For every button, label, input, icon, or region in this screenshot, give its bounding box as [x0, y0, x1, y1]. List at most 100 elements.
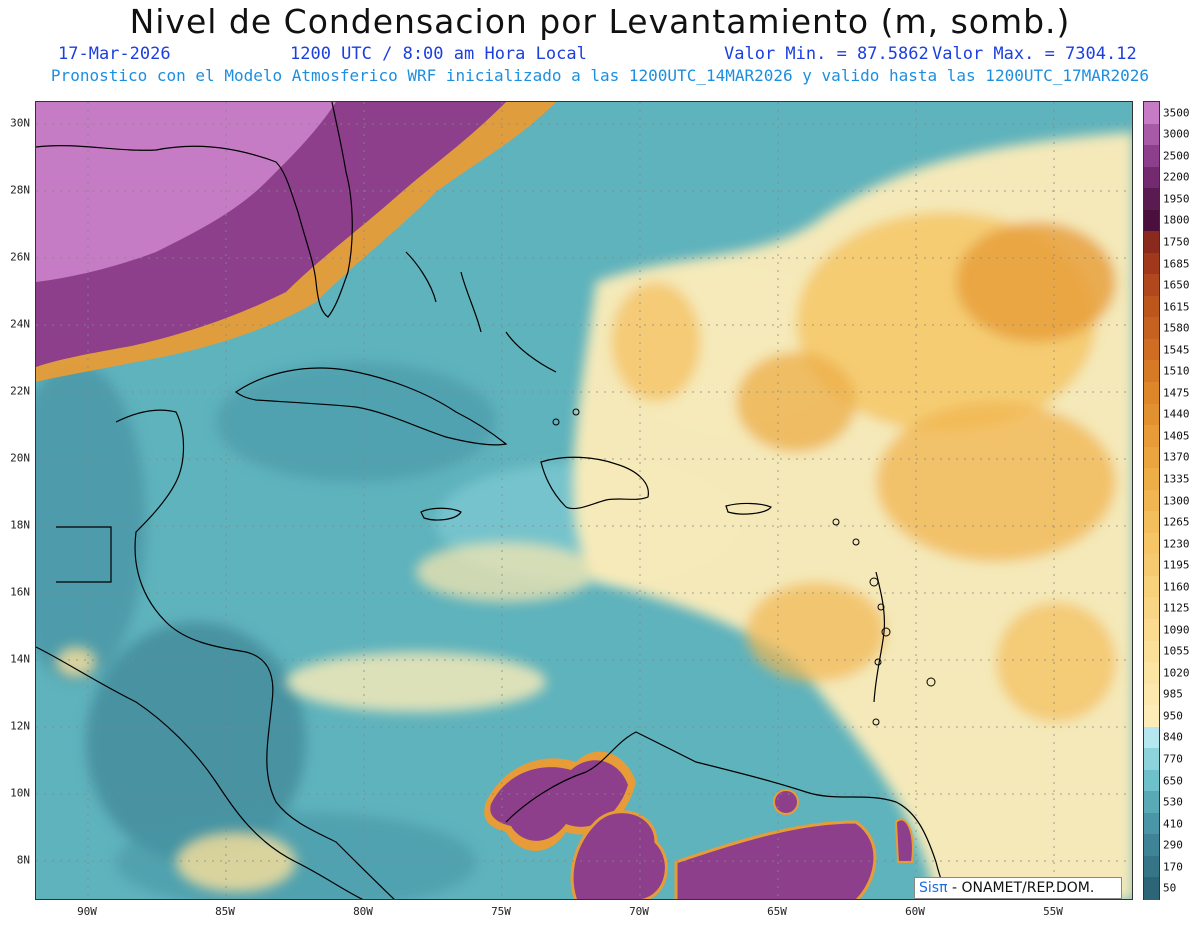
color-scale-swatch — [1144, 209, 1159, 232]
lon-label: 65W — [767, 905, 787, 918]
color-scale-label: 950 — [1163, 709, 1183, 723]
color-scale-swatch — [1144, 360, 1159, 383]
color-scale-label: 985 — [1163, 687, 1183, 701]
color-scale-swatch — [1144, 683, 1159, 706]
color-scale-label: 410 — [1163, 817, 1183, 831]
lat-label: 12N — [10, 719, 30, 733]
color-scale-swatch — [1144, 295, 1159, 318]
color-scale-label: 3500 — [1163, 106, 1190, 120]
color-scale-label: 1160 — [1163, 580, 1190, 594]
color-scale-swatch — [1144, 855, 1159, 879]
color-scale-swatch — [1144, 748, 1159, 771]
south-america-high-lcl — [484, 751, 914, 899]
color-scale-label: 1650 — [1163, 278, 1190, 292]
color-scale-label: 3000 — [1163, 127, 1190, 141]
high-lcl-zones — [56, 132, 1132, 899]
color-scale-label: 840 — [1163, 730, 1183, 744]
color-scale-label: 1230 — [1163, 537, 1190, 551]
color-scale-label: 1615 — [1163, 300, 1190, 314]
color-scale-label: 290 — [1163, 838, 1183, 852]
color-scale-label: 2500 — [1163, 149, 1190, 163]
color-scale-swatch — [1144, 274, 1159, 297]
color-scale-swatch — [1144, 597, 1159, 620]
color-scale-label: 1405 — [1163, 429, 1190, 443]
color-scale — [1143, 101, 1160, 900]
color-scale-swatch — [1144, 123, 1159, 146]
lon-label: 60W — [905, 905, 925, 918]
lon-label: 90W — [77, 905, 97, 918]
color-scale-label: 1195 — [1163, 558, 1190, 572]
color-scale-swatch — [1144, 640, 1159, 663]
lon-label: 85W — [215, 905, 235, 918]
color-scale-swatch — [1144, 705, 1159, 728]
color-scale-label: 1440 — [1163, 407, 1190, 421]
color-scale-swatch — [1144, 317, 1159, 340]
map-panel[interactable] — [35, 101, 1133, 900]
islands — [552, 408, 936, 726]
max-value: Valor Max. = 7304.12 — [932, 44, 1137, 64]
lat-label: 16N — [10, 585, 30, 599]
color-scale-label: 170 — [1163, 860, 1183, 874]
color-scale-label: 1055 — [1163, 644, 1190, 658]
color-scale-swatch — [1144, 791, 1159, 814]
credit-brand: Sisπ — [919, 880, 948, 896]
color-scale-label: 1125 — [1163, 601, 1190, 615]
lat-label: 24N — [10, 317, 30, 331]
color-scale-label: 1685 — [1163, 257, 1190, 271]
lon-label: 75W — [491, 905, 511, 918]
light-purple-region — [36, 102, 336, 282]
color-scale-label: 1545 — [1163, 343, 1190, 357]
color-scale-swatch — [1144, 425, 1159, 448]
map-title: Nivel de Condensacion por Levantamiento … — [129, 2, 1071, 41]
color-scale-label: 1020 — [1163, 666, 1190, 680]
lon-label: 55W — [1043, 905, 1063, 918]
color-scale-swatch — [1144, 769, 1159, 792]
color-scale-swatch — [1144, 145, 1159, 168]
lat-label: 22N — [10, 384, 30, 398]
forecast-time: 1200 UTC / 8:00 am Hora Local — [290, 44, 587, 64]
lon-label: 70W — [629, 905, 649, 918]
color-scale-swatch — [1144, 166, 1159, 189]
credit-org: - ONAMET/REP.DOM. — [951, 880, 1095, 896]
color-scale-label: 1335 — [1163, 472, 1190, 486]
credit-box: Sisπ - ONAMET/REP.DOM. — [914, 877, 1122, 899]
color-scale-label: 2200 — [1163, 170, 1190, 184]
color-scale-swatch — [1144, 812, 1159, 835]
color-scale-label: 1950 — [1163, 192, 1190, 206]
min-value: Valor Min. = 87.5862 — [724, 44, 929, 64]
forecast-date: 17-Mar-2026 — [58, 44, 171, 64]
lat-label: 28N — [10, 183, 30, 197]
lat-label: 30N — [10, 116, 30, 130]
color-scale-label: 1580 — [1163, 321, 1190, 335]
lat-label: 14N — [10, 652, 30, 666]
color-scale-swatch — [1144, 834, 1159, 857]
lat-label: 10N — [10, 786, 30, 800]
color-scale-label: 1475 — [1163, 386, 1190, 400]
lat-label: 20N — [10, 451, 30, 465]
color-scale-label: 1750 — [1163, 235, 1190, 249]
lon-label: 80W — [353, 905, 373, 918]
color-scale-swatch — [1144, 554, 1159, 577]
color-scale-label: 1090 — [1163, 623, 1190, 637]
color-scale-label: 50 — [1163, 881, 1177, 895]
color-scale-swatch — [1144, 188, 1159, 211]
color-scale-swatch — [1144, 877, 1159, 900]
color-scale-swatch — [1144, 382, 1159, 405]
color-scale-swatch — [1144, 489, 1159, 512]
color-scale-label: 650 — [1163, 774, 1183, 788]
color-scale-swatch — [1144, 102, 1159, 125]
color-scale-label: 1370 — [1163, 450, 1190, 464]
model-subtitle: Pronostico con el Modelo Atmosferico WRF… — [50, 66, 1150, 85]
lat-label: 18N — [10, 518, 30, 532]
lat-label: 8N — [16, 853, 30, 867]
color-scale-swatch — [1144, 403, 1159, 426]
color-scale-swatch — [1144, 252, 1159, 275]
color-scale-swatch — [1144, 662, 1159, 685]
color-scale-label: 770 — [1163, 752, 1183, 766]
color-scale-swatch — [1144, 726, 1159, 749]
color-scale-swatch — [1144, 532, 1159, 555]
color-scale-label: 1265 — [1163, 515, 1190, 529]
color-scale-swatch — [1144, 468, 1159, 491]
color-scale-swatch — [1144, 338, 1159, 362]
color-scale-swatch — [1144, 575, 1159, 599]
